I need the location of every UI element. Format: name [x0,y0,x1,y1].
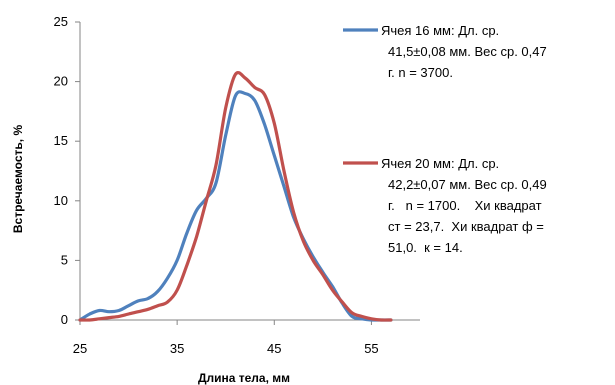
plot-area: 0 5 10 15 20 25 25 35 45 55 [54,14,420,356]
legend-entry-line: 41,5±0,08 мм. Вес ср. 0,47 [388,44,547,59]
y-tick-label: 15 [54,133,68,148]
legend-entry-line: 51,0. к = 14. [388,240,463,255]
y-tick-label: 20 [54,74,68,89]
x-axis-ticks: 25 35 45 55 [73,320,379,356]
legend-entry-line: г. n = 1700. Хи квадрат [388,198,542,213]
y-axis-label: Встречаемость, % [11,125,25,234]
series-line-20mm [78,71,393,322]
x-axis-label: Длина тела, мм [198,371,290,385]
y-tick-label: 5 [61,252,68,267]
x-tick-label: 55 [364,341,378,356]
x-tick-label: 25 [73,341,87,356]
x-tick-label: 45 [267,341,281,356]
y-tick-label: 0 [61,312,68,327]
series-group [78,71,393,322]
legend-entry-line: Ячея 16 мм: Дл. ср. [381,23,499,38]
series-line-16mm [78,90,393,322]
legend-entry-line: г. n = 3700. [388,65,453,80]
y-tick-label: 25 [54,14,68,29]
x-tick-label: 35 [170,341,184,356]
legend: Ячея 16 мм: Дл. ср. 41,5±0,08 мм. Вес ср.… [343,23,547,255]
y-tick-label: 10 [54,193,68,208]
legend-entry-line: 42,2±0,07 мм. Вес ср. 0,49 [388,177,547,192]
y-axis-ticks: 0 5 10 15 20 25 [54,14,80,327]
legend-entry-line: ст = 23,7. Хи квадрат ф = [388,219,544,234]
legend-entry-line: Ячея 20 мм: Дл. ср. [381,156,499,171]
